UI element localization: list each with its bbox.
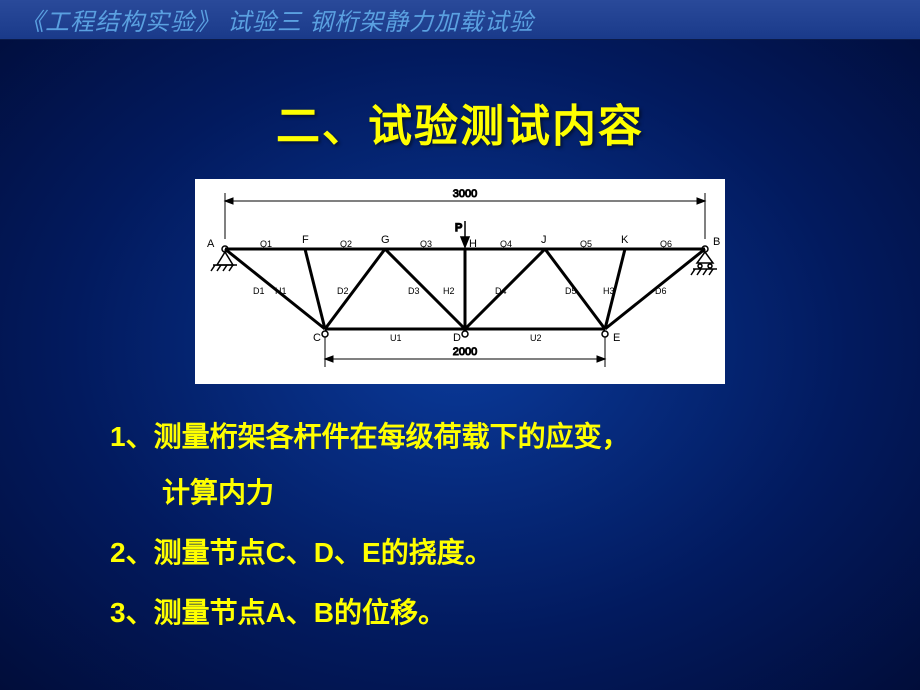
dim-bottom-label: 2000 xyxy=(453,346,477,358)
header-bar: 《工程结构实验》 试验三 钢桁架静力加载试验 xyxy=(0,0,920,40)
dim-top-label: 3000 xyxy=(453,188,477,200)
svg-text:A: A xyxy=(207,238,215,250)
truss-svg: 3000 P xyxy=(195,179,725,384)
list-item-2: 2、测量节点C、D、E的挠度。 xyxy=(110,525,920,581)
header-text: 《工程结构实验》 试验三 钢桁架静力加载试验 xyxy=(20,2,534,37)
svg-text:F: F xyxy=(302,234,309,246)
svg-text:Q3: Q3 xyxy=(420,239,432,249)
svg-text:G: G xyxy=(381,234,390,246)
svg-text:D3: D3 xyxy=(408,286,420,296)
svg-text:Q4: Q4 xyxy=(500,239,512,249)
web-members xyxy=(225,249,705,329)
bottom-node-marks xyxy=(322,331,608,337)
svg-text:E: E xyxy=(613,332,620,344)
svg-text:D: D xyxy=(453,332,461,344)
svg-text:Q5: Q5 xyxy=(580,239,592,249)
svg-text:D2: D2 xyxy=(337,286,349,296)
svg-text:D1: D1 xyxy=(253,286,265,296)
list-item-1-line1: 1、测量桁架各杆件在每级荷载下的应变， xyxy=(110,409,920,465)
svg-text:K: K xyxy=(621,234,629,246)
svg-text:H: H xyxy=(469,238,477,250)
svg-text:Q1: Q1 xyxy=(260,239,272,249)
list-item-1-line2: 计算内力 xyxy=(162,465,920,521)
svg-text:U1: U1 xyxy=(390,333,402,343)
svg-text:Q6: Q6 xyxy=(660,239,672,249)
page-title: 二、试验测试内容 xyxy=(0,90,920,154)
truss-diagram: 3000 P xyxy=(195,179,725,384)
svg-text:D6: D6 xyxy=(655,286,667,296)
svg-text:D4: D4 xyxy=(495,286,507,296)
load-label: P xyxy=(455,222,462,234)
svg-text:U2: U2 xyxy=(530,333,542,343)
svg-text:D5: D5 xyxy=(565,286,577,296)
svg-text:H2: H2 xyxy=(443,286,455,296)
dim-bottom: 2000 xyxy=(325,337,605,367)
svg-text:Q2: Q2 xyxy=(340,239,352,249)
content-list: 1、测量桁架各杆件在每级荷载下的应变， 计算内力 2、测量节点C、D、E的挠度。… xyxy=(110,409,920,641)
svg-text:H1: H1 xyxy=(275,286,287,296)
svg-text:C: C xyxy=(313,332,321,344)
svg-text:J: J xyxy=(541,234,547,246)
load-arrow: P xyxy=(455,221,469,247)
list-item-3: 3、测量节点A、B的位移。 xyxy=(110,585,920,641)
svg-text:B: B xyxy=(713,236,720,248)
svg-text:H3: H3 xyxy=(603,286,615,296)
list-item-1: 1、测量桁架各杆件在每级荷载下的应变， 计算内力 xyxy=(110,409,920,521)
